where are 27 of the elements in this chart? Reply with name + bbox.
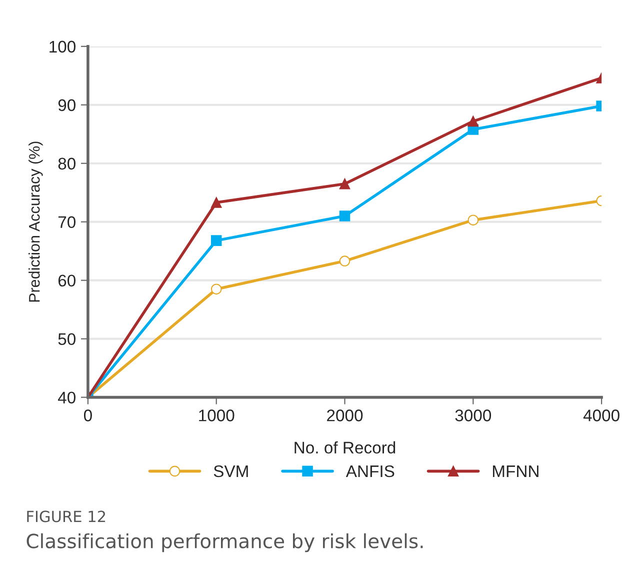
point: [210, 197, 222, 208]
point: [339, 178, 350, 190]
y-axis-title: Prediction Accuracy (%): [28, 142, 43, 302]
point: [468, 116, 479, 127]
y-tick-label: 60: [58, 274, 76, 287]
point: [210, 235, 222, 246]
legend-label: ANFIS: [346, 465, 394, 478]
y-tick-label: 50: [58, 333, 76, 346]
x-tick-label: 3000: [455, 410, 492, 422]
point: [339, 256, 350, 266]
y-tick-label: 80: [58, 158, 76, 170]
point: [468, 214, 479, 226]
x-axis-title: No. of Record: [294, 441, 396, 454]
x-tick-label: 0: [84, 410, 92, 422]
y-tick-label: 70: [58, 216, 76, 228]
point: [210, 284, 222, 294]
x-tick-label: 2000: [327, 410, 363, 422]
y-tick-label: 100: [50, 40, 76, 53]
y-tick-label: 90: [58, 99, 76, 112]
text: Classification performance by risk levels.: [26, 533, 423, 552]
point: [339, 210, 350, 222]
x-tick-label: 1000: [199, 410, 234, 422]
caption: FIGURE 12: [27, 510, 106, 522]
legend-label: SVM: [214, 465, 248, 478]
y-tick-label: 40: [58, 392, 76, 404]
x-tick-label: 4000: [583, 410, 620, 422]
legend-label: MFNN: [492, 466, 538, 478]
